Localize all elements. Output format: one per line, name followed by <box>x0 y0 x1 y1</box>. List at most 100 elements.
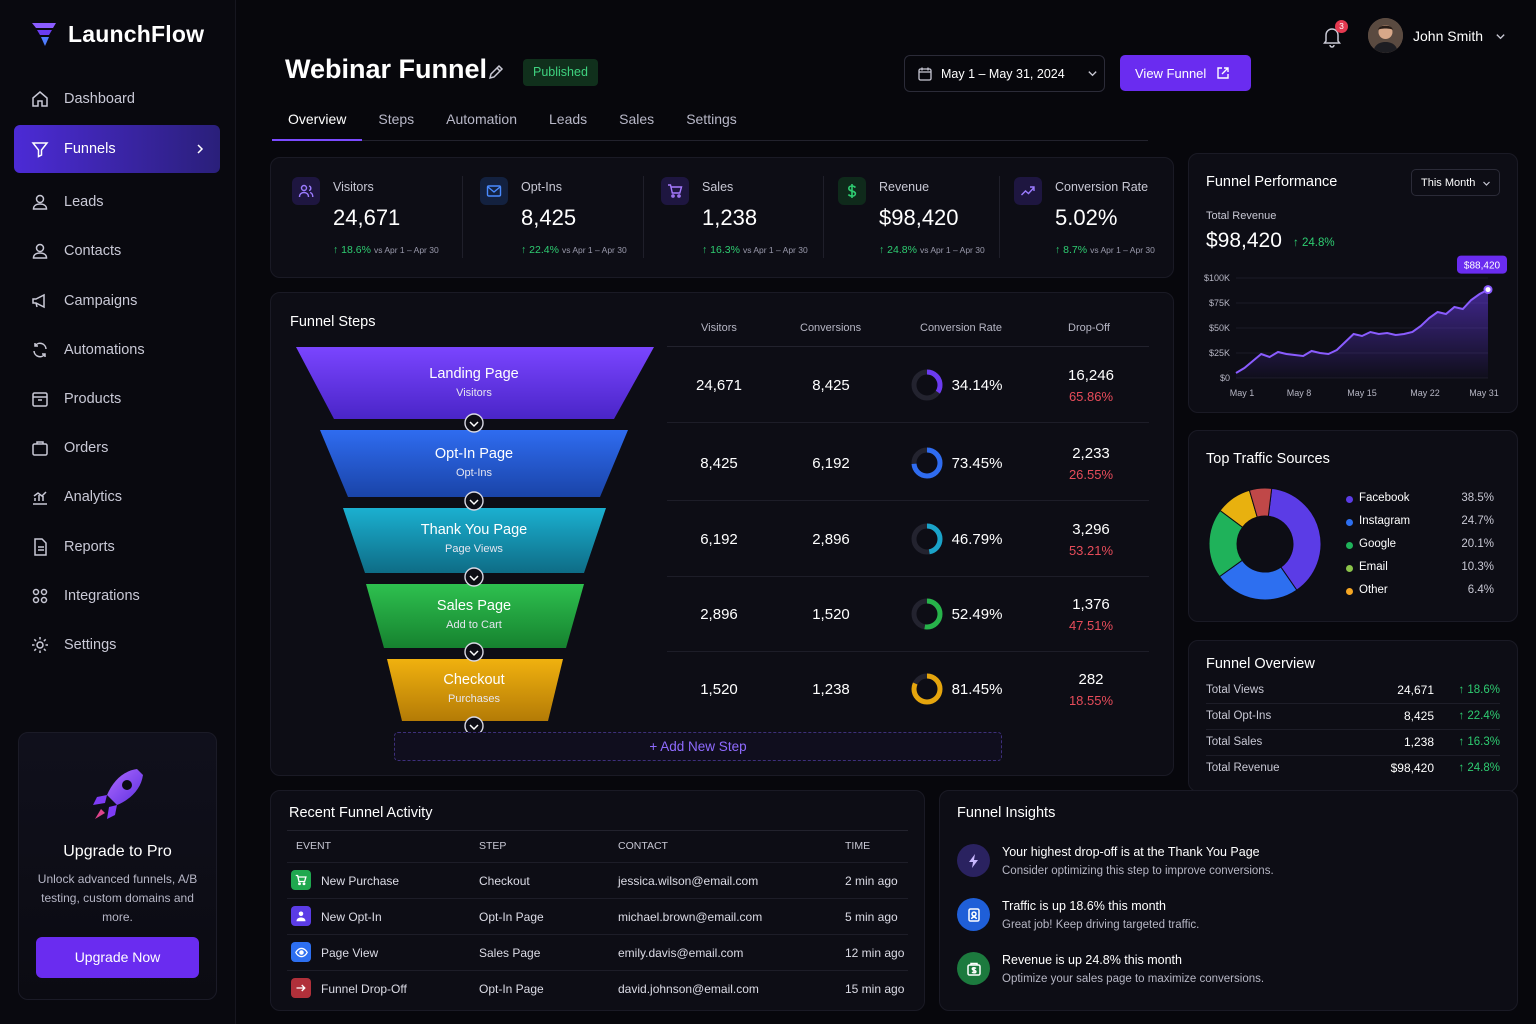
funnel-shapes <box>296 347 654 736</box>
table-row[interactable]: New Purchase Checkout jessica.wilson@ema… <box>287 862 908 898</box>
donut-slice[interactable] <box>1248 487 1273 518</box>
tab-steps[interactable]: Steps <box>378 111 415 127</box>
latest-point[interactable] <box>1483 285 1493 295</box>
tab-automation[interactable]: Automation <box>446 111 517 127</box>
logo[interactable]: LaunchFlow <box>30 20 204 48</box>
bag-icon <box>32 441 48 456</box>
sidebar-item-orders[interactable]: Orders <box>14 425 220 471</box>
x-tick-label: May 31 <box>1469 388 1499 398</box>
add-new-step-button[interactable]: + Add New Step <box>394 732 1002 761</box>
table-row[interactable]: New Opt-In Opt-In Page michael.brown@ema… <box>287 898 908 934</box>
legend-item: Facebook 38.5% <box>1346 492 1494 510</box>
divider <box>462 176 463 258</box>
tab-overview[interactable]: Overview <box>272 104 363 141</box>
period-select[interactable]: This Month <box>1411 169 1500 196</box>
overview-change: ↑ 18.6% <box>1458 684 1500 696</box>
view-funnel-button[interactable]: View Funnel <box>1120 55 1251 91</box>
sidebar-item-contacts[interactable]: Contacts <box>14 228 220 274</box>
conversion-ring <box>911 673 943 705</box>
step-visitors: 8,425 <box>700 454 738 472</box>
column-header: Conversion Rate <box>920 322 1002 334</box>
overview-change-value: 24.8% <box>1467 762 1500 774</box>
sidebar-item-campaigns[interactable]: Campaigns <box>14 278 220 324</box>
overview-change: ↑ 22.4% <box>1458 710 1500 722</box>
avatar[interactable] <box>1368 18 1403 53</box>
step-drop: 3,296 53.21% <box>1039 501 1143 577</box>
x-tick-label: May 15 <box>1347 388 1377 398</box>
column-header: EVENT <box>296 840 332 852</box>
tab-leads[interactable]: Leads <box>549 111 588 127</box>
chevron-down-icon[interactable] <box>1495 31 1506 42</box>
sidebar-item-products[interactable]: Products <box>14 376 220 422</box>
tab-settings[interactable]: Settings <box>686 111 737 127</box>
sidebar-item-settings[interactable]: Settings <box>14 622 220 668</box>
overview-row: Total Views 24,671 ↑ 18.6% <box>1206 678 1500 704</box>
sidebar-item-leads[interactable]: Leads <box>14 179 220 225</box>
upgrade-now-button[interactable]: Upgrade Now <box>36 937 199 978</box>
legend-label: Email <box>1359 561 1388 573</box>
date-range-picker[interactable]: May 1 – May 31, 2024 <box>904 55 1105 92</box>
step-cell: Checkout <box>479 874 530 888</box>
event-cell: Page View <box>321 946 379 960</box>
document-icon <box>34 537 47 556</box>
funnel-insights-panel <box>939 790 1518 1011</box>
sidebar-item-reports[interactable]: Reports <box>14 524 220 570</box>
revenue-line <box>1235 288 1489 374</box>
sidebar-item-label: Analytics <box>64 489 123 506</box>
drop-count: 2,233 <box>1072 444 1110 462</box>
sidebar-item-dashboard[interactable]: Dashboard <box>14 76 220 122</box>
column-header: Drop-Off <box>1068 322 1110 334</box>
user-icon <box>291 906 311 926</box>
funnel-step-thank-you-page[interactable] <box>343 508 606 573</box>
overview-value: $98,420 <box>1390 761 1434 775</box>
insight-title: Revenue is up 24.8% this month <box>1002 953 1182 967</box>
contact-cell: david.johnson@email.com <box>618 982 759 996</box>
x-tick-label: May 1 <box>1230 388 1255 398</box>
funnel-step-landing-page[interactable] <box>296 347 654 419</box>
x-tick-label: May 22 <box>1410 388 1440 398</box>
tab-sales[interactable]: Sales <box>619 111 655 127</box>
traffic-title: Top Traffic Sources <box>1206 451 1330 467</box>
notification-bell[interactable]: 3 <box>1322 20 1348 48</box>
conversion-ring <box>911 447 943 479</box>
ring-progress <box>911 447 943 479</box>
recent-activity-panel <box>270 790 925 1011</box>
gear-icon <box>32 636 48 653</box>
funnel-logo-icon <box>32 23 56 46</box>
step-rate: 52.49% <box>951 605 1003 623</box>
sidebar-item-label: Funnels <box>64 141 116 158</box>
legend-label: Instagram <box>1359 515 1411 527</box>
table-row[interactable]: Funnel Drop-Off Opt-In Page david.johnso… <box>287 970 908 1006</box>
kpi-compare: vs Apr 1 – Apr 30 <box>742 245 808 255</box>
conversion-ring <box>911 369 943 401</box>
kpi-conversion-rate: Conversion Rate 5.02% ↑ 8.7% vs Apr 1 – A… <box>1014 175 1164 263</box>
user-photo-icon <box>1368 18 1403 53</box>
step-name: Checkout <box>443 672 505 688</box>
funnel-icon <box>31 142 49 158</box>
sidebar-item-funnels[interactable]: Funnels <box>14 125 220 174</box>
step-conversions: 8,425 <box>812 376 850 394</box>
overview-label: Total Revenue <box>1206 762 1280 774</box>
sidebar-item-analytics[interactable]: Analytics <box>14 474 220 520</box>
step-sub: Purchases <box>448 693 500 705</box>
edit-icon[interactable] <box>487 63 505 81</box>
sidebar-item-automations[interactable]: Automations <box>14 327 220 373</box>
overview-change: ↑ 16.3% <box>1458 736 1500 748</box>
upgrade-text: Unlock advanced funnels, A/B testing, cu… <box>37 872 198 924</box>
step-visitors: 6,192 <box>700 530 738 548</box>
step-rate: 73.45% <box>951 454 1003 472</box>
upgrade-card: Upgrade to Pro Unlock advanced funnels, … <box>18 732 217 1000</box>
user-name[interactable]: John Smith <box>1413 28 1484 44</box>
time-cell: 2 min ago <box>845 874 898 888</box>
table-row[interactable]: Page View Sales Page emily.davis@email.c… <box>287 934 908 970</box>
traffic-icon <box>957 898 990 931</box>
kpi-opt-ins: Opt-Ins 8,425 ↑ 22.4% vs Apr 1 – Apr 30 <box>480 175 640 263</box>
funnel-step-sales-page[interactable] <box>366 584 584 648</box>
step-conversions: 6,192 <box>812 454 850 472</box>
column-header: STEP <box>479 840 507 852</box>
funnel-step-checkout[interactable] <box>387 659 563 721</box>
funnel-row: 6,192 2,896 46.79% 3,296 53.21% <box>667 501 1149 577</box>
funnel-step-opt-in-page[interactable] <box>320 430 628 497</box>
donut-slice[interactable] <box>1267 487 1322 591</box>
sidebar-item-integrations[interactable]: Integrations <box>14 573 220 619</box>
